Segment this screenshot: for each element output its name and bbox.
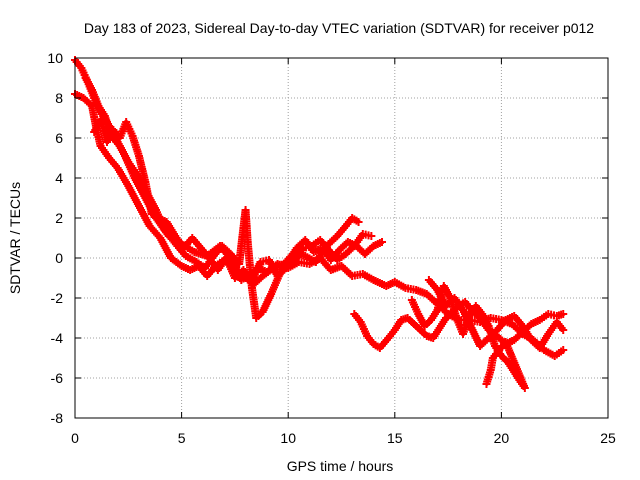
x-axis-label: GPS time / hours [287,458,394,474]
y-tick-label: -2 [51,290,64,306]
data-point-track-5 [559,310,568,318]
x-tick-label: 5 [178,430,186,446]
y-tick-label: 10 [47,50,63,66]
y-tick-label: 8 [55,90,63,106]
y-tick-label: 0 [55,250,63,266]
gridlines [75,58,608,418]
y-tick-label: 6 [55,130,63,146]
axis-ticks: 0 5 10 15 20 25 -8 -6 -4 -2 0 2 4 6 8 10 [47,50,616,446]
x-tick-label: 0 [71,430,79,446]
data-point-track-1 [354,218,363,226]
y-tick-label: -4 [51,330,64,346]
data-point-track-3 [378,238,387,246]
y-tick-label: -8 [51,410,64,426]
data-point-track-7 [559,326,568,334]
x-tick-label: 15 [387,430,403,446]
x-tick-label: 25 [600,430,616,446]
plot-frame [74,57,609,419]
data-point-track-2 [559,346,568,354]
y-tick-label: 2 [55,210,63,226]
y-tick-label: -6 [51,370,64,386]
data-points [71,56,568,392]
x-tick-label: 10 [280,430,296,446]
x-tick-label: 20 [494,430,510,446]
data-point-track-4 [367,232,376,240]
data-point-track-6 [482,380,491,388]
y-tick-label: 4 [55,170,63,186]
y-axis-label: SDTVAR / TECUs [7,182,23,294]
chart-title: Day 183 of 2023, Sidereal Day-to-day VTE… [84,20,594,36]
